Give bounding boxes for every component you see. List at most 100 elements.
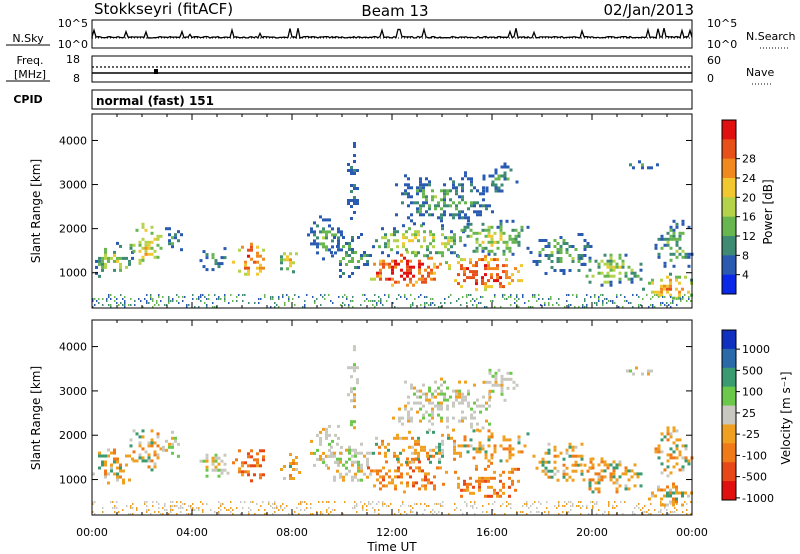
data-cell: [438, 448, 441, 452]
data-cell: [461, 410, 464, 414]
data-cell: [236, 300, 238, 302]
data-cell: [418, 277, 421, 281]
data-cell: [119, 475, 122, 479]
data-cell: [98, 298, 100, 300]
data-cell: [499, 473, 502, 477]
data-cell: [687, 462, 691, 466]
data-cell: [218, 513, 220, 515]
data-cell: [609, 268, 613, 272]
data-cell: [612, 460, 616, 464]
data-cell: [660, 234, 664, 238]
data-cell: [553, 245, 557, 248]
data-cell: [446, 407, 449, 411]
data-cell: [500, 374, 504, 378]
data-cell: [464, 501, 466, 503]
data-cell: [425, 410, 428, 414]
data-cell: [350, 166, 353, 169]
data-cell: [687, 264, 691, 268]
data-cell: [412, 274, 415, 278]
data-cell: [564, 501, 566, 503]
data-cell: [312, 513, 314, 515]
data-cell: [357, 266, 360, 269]
data-cell: [174, 439, 177, 443]
data-cell: [339, 457, 342, 461]
data-cell: [300, 503, 302, 505]
data-cell: [247, 452, 250, 456]
data-cell: [650, 503, 652, 505]
data-cell: [615, 478, 619, 482]
data-cell: [378, 509, 380, 511]
data-cell: [482, 189, 485, 193]
data-cell: [427, 481, 430, 485]
data-cell: [476, 428, 479, 432]
data-cell: [184, 503, 186, 505]
data-cell: [419, 204, 422, 208]
data-cell: [419, 180, 422, 184]
data-cell: [375, 239, 378, 243]
data-cell: [466, 488, 469, 492]
data-cell: [146, 294, 148, 296]
data-cell: [387, 245, 390, 249]
data-cell: [406, 484, 409, 488]
data-cell: [650, 304, 652, 306]
data-cell: [333, 451, 336, 455]
data-cell: [141, 246, 145, 250]
data-cell: [353, 399, 356, 403]
data-cell: [174, 233, 177, 237]
data-cell: [582, 304, 584, 306]
data-cell: [666, 503, 669, 507]
data-cell: [428, 386, 431, 390]
data-cell: [214, 456, 218, 460]
data-cell: [196, 298, 198, 300]
data-cell: [220, 468, 224, 472]
data-cell: [612, 274, 616, 278]
data-cell: [437, 404, 440, 408]
data-cell: [488, 503, 490, 505]
data-cell: [604, 298, 606, 300]
data-cell: [496, 225, 500, 229]
data-cell: [466, 267, 469, 271]
data-cell: [440, 389, 443, 393]
data-cell: [592, 507, 594, 509]
data-cell: [461, 419, 464, 423]
data-cell: [254, 302, 256, 304]
data-cell: [609, 472, 613, 476]
data-cell: [488, 174, 492, 178]
data-cell: [564, 306, 566, 308]
data-cell: [406, 268, 409, 272]
data-cell: [372, 451, 375, 455]
data-cell: [672, 234, 676, 238]
data-cell: [333, 454, 336, 458]
data-cell: [490, 249, 494, 253]
data-cell: [500, 165, 504, 169]
data-cell: [499, 276, 502, 280]
data-cell: [250, 501, 252, 503]
data-cell: [662, 503, 664, 505]
data-cell: [112, 501, 114, 503]
colorbar-tick-label: 4: [742, 269, 749, 282]
data-cell: [621, 472, 625, 476]
data-cell: [168, 445, 171, 449]
data-cell: [374, 294, 376, 296]
data-cell: [436, 466, 439, 470]
data-cell: [141, 225, 145, 229]
data-cell: [583, 254, 587, 257]
data-cell: [407, 186, 410, 190]
data-cell: [104, 475, 107, 479]
data-cell: [402, 245, 405, 249]
data-cell: [478, 482, 481, 486]
data-cell: [500, 383, 504, 387]
data-cell: [404, 189, 407, 193]
data-cell: [452, 216, 455, 220]
data-cell: [425, 210, 428, 214]
nave-tick-top: 60: [707, 54, 721, 67]
data-cell: [481, 476, 484, 480]
data-cell: [337, 242, 340, 246]
data-cell: [669, 456, 673, 460]
data-cell: [530, 511, 532, 513]
data-cell: [264, 513, 266, 515]
data-cell: [562, 463, 566, 467]
data-cell: [409, 271, 412, 275]
data-cell: [158, 304, 160, 306]
data-cell: [423, 230, 426, 234]
